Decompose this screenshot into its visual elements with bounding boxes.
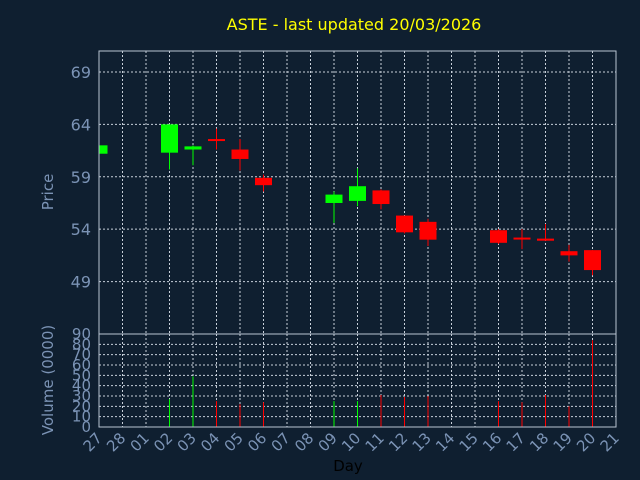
x-tick-label: 07 <box>268 429 294 455</box>
x-tick-label: 10 <box>338 429 364 455</box>
candle-body <box>584 250 601 271</box>
x-tick-label: 04 <box>197 429 223 455</box>
price-tick-label: 59 <box>71 168 91 187</box>
candle-body <box>560 251 578 256</box>
price-tick-label: 49 <box>71 273 91 292</box>
candle-body <box>325 194 343 203</box>
volume-plot-frame <box>98 333 617 428</box>
candle-body <box>537 238 554 241</box>
x-tick-label: 16 <box>479 429 505 455</box>
candle-body <box>349 186 366 201</box>
candle-body <box>161 124 178 153</box>
volume-tick-label: 40 <box>72 377 91 395</box>
x-tick-label: 17 <box>503 429 529 455</box>
candle-body <box>372 190 390 205</box>
x-tick-label: 03 <box>174 429 200 455</box>
x-tick-label: 18 <box>526 429 552 455</box>
volume-tick-label: 50 <box>72 366 91 384</box>
x-axis-label: Day <box>333 457 363 475</box>
candle-body <box>396 215 413 233</box>
x-tick-label: 02 <box>150 429 176 455</box>
volume-tick-label: 10 <box>72 408 91 426</box>
chart-title: ASTE - last updated 20/03/2026 <box>227 15 482 34</box>
x-tick-label: 13 <box>409 429 435 455</box>
candle-body <box>513 237 531 240</box>
x-tick-label: 12 <box>385 429 411 455</box>
x-tick-label: 15 <box>456 429 482 455</box>
x-tick-label: 06 <box>244 429 270 455</box>
candle-body <box>490 230 507 243</box>
x-tick-label: 09 <box>315 429 341 455</box>
candle-body <box>99 145 108 154</box>
volume-tick-label: 30 <box>72 387 91 405</box>
price-tick-label: 69 <box>71 63 91 82</box>
candle-body <box>184 146 202 150</box>
candle-body <box>255 177 272 186</box>
x-tick-label: 20 <box>573 429 599 455</box>
x-tick-label: 21 <box>597 429 623 455</box>
volume-tick-label: 90 <box>72 325 91 343</box>
x-tick-label: 11 <box>362 429 388 455</box>
x-tick-label: 01 <box>127 429 153 455</box>
candle-body <box>208 139 225 142</box>
volume-tick-label: 60 <box>72 356 91 374</box>
volume-axis-label: Volume (0000) <box>39 325 57 435</box>
price-tick-label: 54 <box>71 220 91 239</box>
x-tick-label: 05 <box>221 429 247 455</box>
x-tick-label: 28 <box>103 429 129 455</box>
x-axis-ticks: 2728010203040506070809101112131415161718… <box>80 429 623 455</box>
volume-tick-label: 80 <box>72 335 91 353</box>
price-panel: 49 54 59 64 69 Price <box>39 50 617 335</box>
price-axis-label: Price <box>39 174 57 211</box>
volume-tick-label: 0 <box>81 418 91 436</box>
x-tick-label: 14 <box>432 429 458 455</box>
x-tick-label: 19 <box>550 429 576 455</box>
candle-body <box>231 149 249 159</box>
volume-tick-label: 20 <box>72 397 91 415</box>
volume-tick-label: 70 <box>72 346 91 364</box>
price-tick-label: 64 <box>71 115 91 134</box>
candle-body <box>419 221 437 240</box>
x-tick-label: 08 <box>291 429 317 455</box>
